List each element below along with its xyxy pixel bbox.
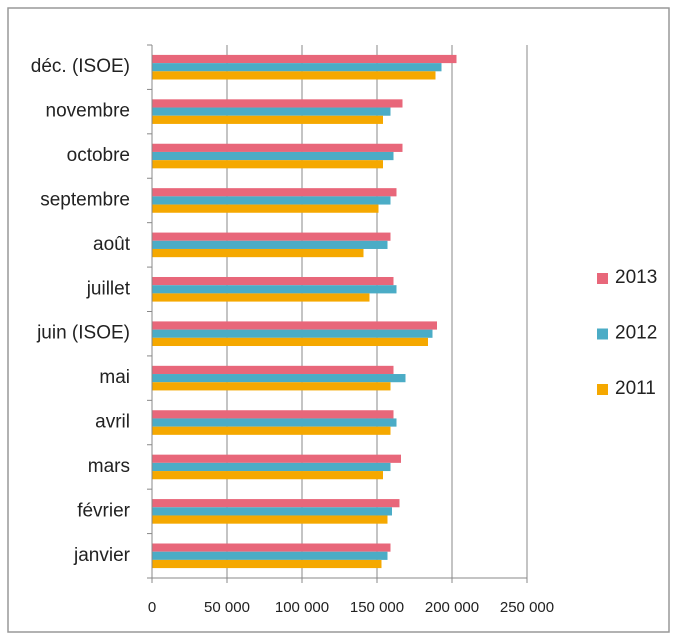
legend-swatch xyxy=(597,273,608,284)
x-tick-label: 100 000 xyxy=(275,599,329,616)
legend-label: 2011 xyxy=(615,378,656,399)
x-tick-label: 250 000 xyxy=(500,599,554,616)
bar xyxy=(152,337,428,347)
x-tick-label: 0 xyxy=(148,599,156,616)
bar xyxy=(152,63,442,72)
bar xyxy=(152,382,391,391)
legend-swatch xyxy=(597,328,608,340)
bar xyxy=(152,293,370,302)
bar xyxy=(152,418,397,427)
bar xyxy=(152,471,383,480)
bar xyxy=(152,204,379,213)
bar xyxy=(152,499,400,508)
bar xyxy=(152,54,457,64)
bar xyxy=(152,462,391,472)
bar xyxy=(152,543,391,552)
bar xyxy=(152,232,391,241)
bar xyxy=(152,143,403,152)
bar xyxy=(152,559,382,569)
y-tick-label: octobre xyxy=(67,145,130,166)
y-tick-label: août xyxy=(93,234,131,255)
bar xyxy=(152,426,391,435)
bar xyxy=(152,374,406,383)
bar xyxy=(152,410,394,419)
bar xyxy=(152,71,436,80)
x-tick-label: 200 000 xyxy=(425,599,479,616)
legend-swatch xyxy=(597,384,608,395)
bar xyxy=(152,515,388,524)
bar xyxy=(152,551,388,560)
bar xyxy=(152,248,364,258)
y-tick-label: juillet xyxy=(86,278,131,299)
bar xyxy=(152,321,437,330)
x-tick-label: 150 000 xyxy=(350,599,404,616)
legend-label: 2012 xyxy=(615,323,657,344)
bar xyxy=(152,454,401,463)
legend-label: 2013 xyxy=(615,267,657,288)
y-tick-label: avril xyxy=(95,412,130,433)
bar xyxy=(152,507,392,516)
y-tick-label: mars xyxy=(88,456,130,477)
bar xyxy=(152,107,391,116)
y-tick-label: mai xyxy=(99,367,130,388)
y-tick-label: juin (ISOE) xyxy=(36,323,130,344)
y-tick-label: septembre xyxy=(40,189,130,210)
x-tick-label: 50 000 xyxy=(204,599,250,616)
y-tick-label: déc. (ISOE) xyxy=(31,56,130,77)
bar xyxy=(152,188,397,197)
bar xyxy=(152,285,397,294)
bar xyxy=(152,240,388,249)
bar xyxy=(152,151,394,161)
y-tick-label: janvier xyxy=(73,545,131,566)
bar xyxy=(152,160,383,169)
bar xyxy=(152,99,403,108)
bar xyxy=(152,329,433,338)
bar xyxy=(152,365,394,375)
bar xyxy=(152,115,383,124)
bar xyxy=(152,196,391,205)
y-tick-label: février xyxy=(77,500,130,521)
bar xyxy=(152,276,394,286)
y-tick-label: novembre xyxy=(46,101,131,122)
